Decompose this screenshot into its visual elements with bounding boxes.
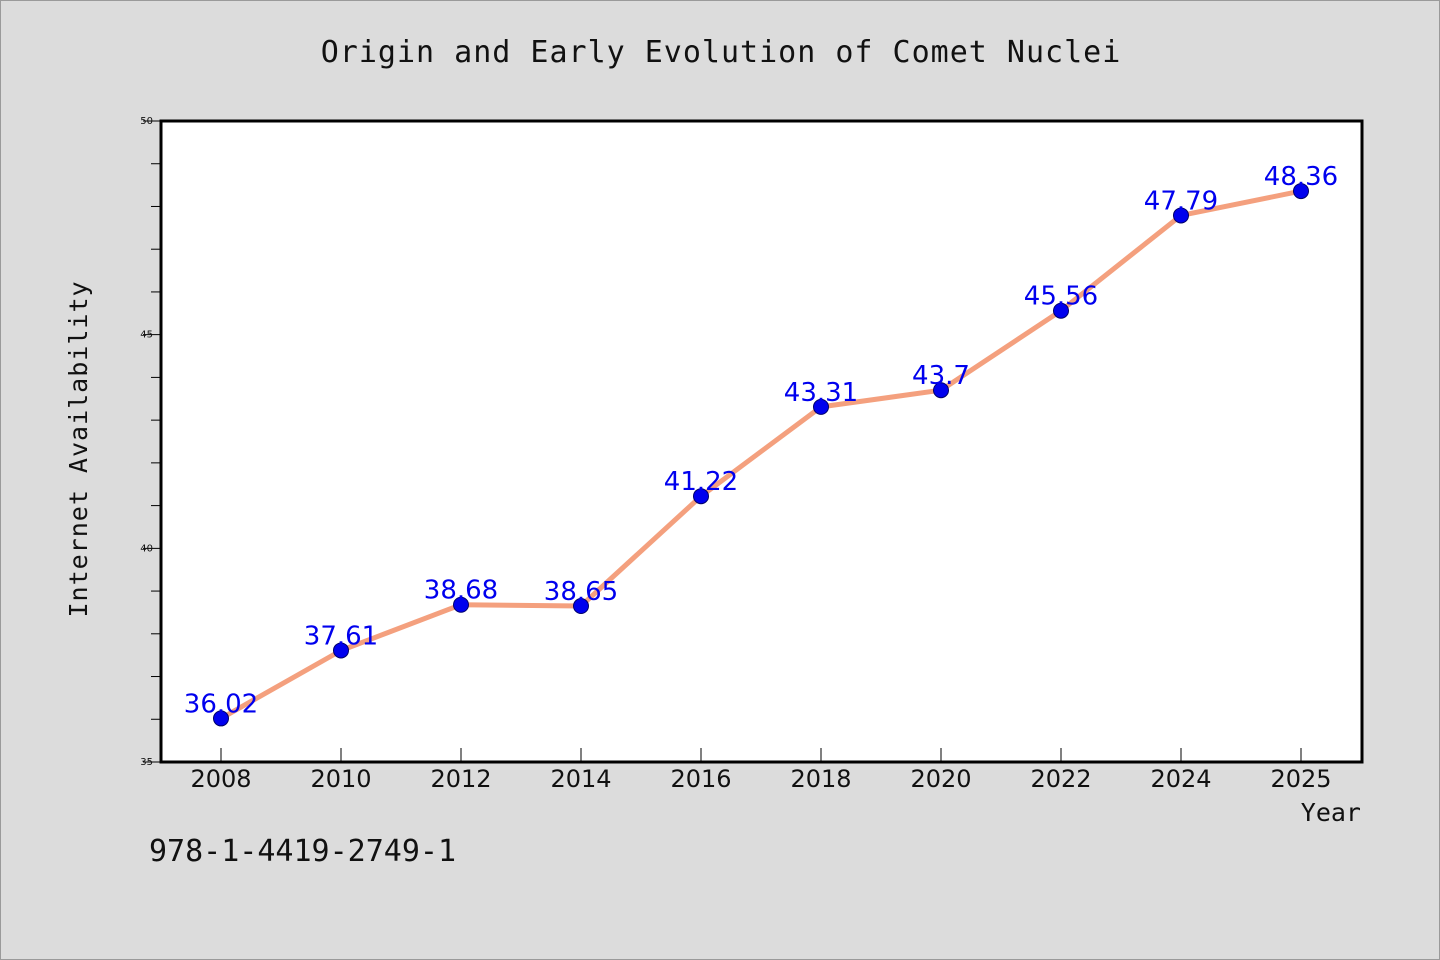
data-point	[333, 642, 349, 659]
y-axis-label: Internet Availability	[64, 280, 93, 617]
footer-code: 978-1-4419-2749-1	[149, 834, 457, 869]
data-point	[813, 398, 829, 415]
y-tick-label: 50	[140, 116, 153, 127]
x-axis: 2008 2010 2012 2014 2016 2018 2020 2022 2024 2025	[190, 748, 1332, 793]
data-label: 38.68	[424, 576, 498, 606]
data-label: 37.61	[304, 621, 378, 651]
data-labels: 36.02 37.61 38.68 38.65 41.22 43.31 43.7 45.56 4…	[184, 162, 1338, 719]
data-label: 47.79	[1144, 186, 1218, 216]
y-tick-label: 35	[140, 757, 153, 768]
y-tick-label: 40	[140, 543, 153, 554]
x-tick-label: 2012	[430, 765, 491, 793]
y-tick-label: 45	[140, 330, 153, 341]
data-label: 41.22	[664, 467, 738, 497]
data-label: 45.56	[1024, 282, 1098, 312]
y-axis: 35 40 45 50	[140, 116, 161, 768]
x-tick-label: 2014	[550, 765, 611, 793]
x-tick-label: 2018	[790, 765, 851, 793]
data-label: 43.31	[784, 378, 858, 408]
data-point	[933, 382, 949, 399]
data-point	[1053, 302, 1069, 319]
data-point	[213, 710, 229, 727]
x-tick-label: 2025	[1270, 765, 1331, 793]
x-tick-label: 2024	[1150, 765, 1211, 793]
series-line	[218, 188, 1304, 721]
series-markers	[213, 183, 1309, 727]
data-point	[453, 596, 469, 613]
data-point	[573, 598, 589, 615]
data-point	[693, 488, 709, 505]
data-label: 36.02	[184, 689, 258, 719]
x-tick-label: 2010	[310, 765, 371, 793]
x-axis-label: Year	[1301, 798, 1361, 827]
x-tick-label: 2022	[1030, 765, 1091, 793]
x-tick-label: 2016	[670, 765, 731, 793]
data-label: 38.65	[544, 577, 618, 607]
data-point	[1293, 183, 1309, 200]
data-label: 48.36	[1264, 162, 1338, 192]
plot-frame	[159, 119, 1364, 764]
chart-title: Origin and Early Evolution of Comet Nucl…	[320, 35, 1122, 70]
x-tick-label: 2008	[190, 765, 251, 793]
x-tick-label: 2020	[910, 765, 971, 793]
data-point	[1173, 207, 1189, 224]
data-label: 43.7	[912, 361, 970, 391]
